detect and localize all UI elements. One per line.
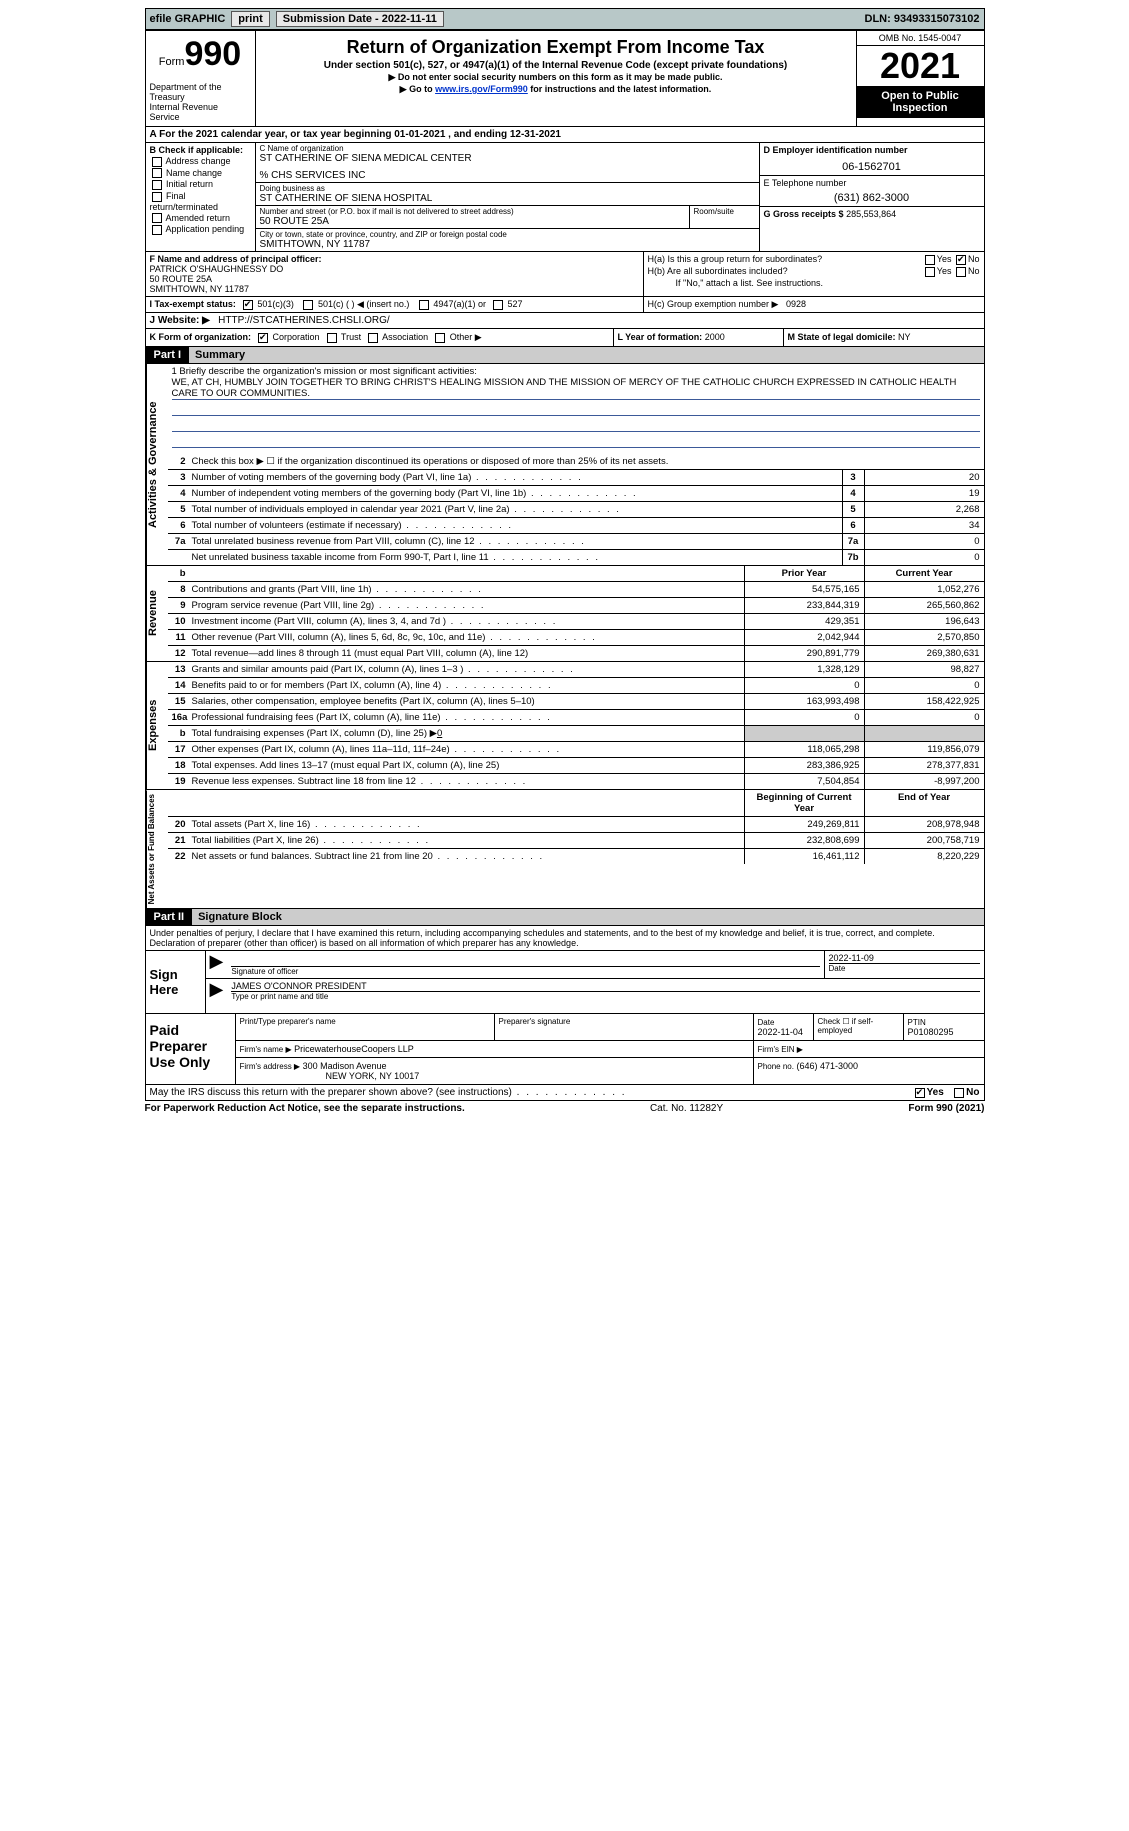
- line-15: 15Salaries, other compensation, employee…: [168, 694, 984, 710]
- omb-number: OMB No. 1545-0047: [857, 31, 984, 46]
- line-7a: 7aTotal unrelated business revenue from …: [168, 534, 984, 550]
- check-amended[interactable]: Amended return: [150, 213, 251, 224]
- form-header: Form990 Department of the Treasury Inter…: [145, 30, 985, 127]
- line-16b: bTotal fundraising expenses (Part IX, co…: [168, 726, 984, 742]
- signature-date: 2022-11-09 Date: [824, 951, 984, 978]
- part-ii-header: Part II Signature Block: [145, 909, 985, 926]
- signature-arrow-icon: ▶: [206, 951, 228, 978]
- gross-receipts-cell: G Gross receipts $ 285,553,864: [760, 207, 984, 221]
- line-21: 21Total liabilities (Part X, line 26)232…: [168, 833, 984, 849]
- check-address-change[interactable]: Address change: [150, 156, 251, 167]
- group-exemption: H(c) Group exemption number ▶ 0928: [644, 297, 984, 312]
- phone-cell: E Telephone number (631) 862-3000: [760, 176, 984, 207]
- preparer-line-1: Print/Type preparer's name Preparer's si…: [236, 1014, 984, 1041]
- line-4: 4Number of independent voting members of…: [168, 486, 984, 502]
- principal-officer: F Name and address of principal officer:…: [146, 252, 644, 296]
- preparer-line-3: Firm's address ▶ 300 Madison Avenue NEW …: [236, 1058, 984, 1084]
- group-return-block: H(a) Is this a group return for subordin…: [644, 252, 984, 296]
- top-bar: efile GRAPHIC print Submission Date - 20…: [145, 8, 985, 30]
- line-7b: Net unrelated business taxable income fr…: [168, 550, 984, 565]
- section-netassets-label: Net Assets or Fund Balances: [146, 790, 168, 908]
- line-6: 6Total number of volunteers (estimate if…: [168, 518, 984, 534]
- discuss-with-preparer: May the IRS discuss this return with the…: [145, 1085, 985, 1101]
- form-of-org: K Form of organization: Corporation Trus…: [146, 329, 614, 346]
- paid-preparer-label: Paid Preparer Use Only: [146, 1014, 236, 1084]
- print-button[interactable]: print: [231, 11, 269, 27]
- dept-label: Department of the Treasury Internal Reve…: [150, 82, 251, 122]
- line-22: 22Net assets or fund balances. Subtract …: [168, 849, 984, 864]
- mission-block: 1 Briefly describe the organization's mi…: [168, 364, 984, 454]
- check-application-pending[interactable]: Application pending: [150, 224, 251, 235]
- check-final-return[interactable]: Final return/terminated: [150, 191, 251, 212]
- tax-year: 2021: [857, 46, 984, 86]
- instructions-link[interactable]: www.irs.gov/Form990: [435, 84, 528, 94]
- ein-cell: D Employer identification number 06-1562…: [760, 143, 984, 176]
- section-revenue-label: Revenue: [146, 566, 168, 661]
- website-row: J Website: ▶ HTTP://STCATHERINES.CHSLI.O…: [145, 313, 985, 329]
- form-note1: ▶ Do not enter social security numbers o…: [264, 72, 848, 83]
- org-name-cell: C Name of organization ST CATHERINE OF S…: [256, 143, 759, 183]
- form-word: Form: [159, 56, 185, 68]
- line-13: 13Grants and similar amounts paid (Part …: [168, 662, 984, 678]
- line-9: 9Program service revenue (Part VIII, lin…: [168, 598, 984, 614]
- form-subtitle: Under section 501(c), 527, or 4947(a)(1)…: [264, 60, 848, 71]
- open-to-public: Open to Public Inspection: [857, 86, 984, 118]
- form-title: Return of Organization Exempt From Incom…: [264, 37, 848, 58]
- row-a-tax-year: A For the 2021 calendar year, or tax yea…: [145, 127, 985, 143]
- revenue-header-row: b Prior YearCurrent Year: [168, 566, 984, 582]
- line-2: 2Check this box ▶ ☐ if the organization …: [168, 454, 984, 470]
- form-note2: ▶ Go to www.irs.gov/Form990 for instruct…: [264, 84, 848, 95]
- page-footer: For Paperwork Reduction Act Notice, see …: [145, 1101, 985, 1116]
- line-17: 17Other expenses (Part IX, column (A), l…: [168, 742, 984, 758]
- line-3: 3Number of voting members of the governi…: [168, 470, 984, 486]
- netassets-header-row: Beginning of Current YearEnd of Year: [168, 790, 984, 817]
- dln-label: DLN: 93493315073102: [865, 13, 980, 25]
- section-activities-label: Activities & Governance: [146, 364, 168, 565]
- line-20: 20Total assets (Part X, line 16)249,269,…: [168, 817, 984, 833]
- efile-label: efile GRAPHIC: [150, 13, 226, 25]
- line-18: 18Total expenses. Add lines 13–17 (must …: [168, 758, 984, 774]
- line-19: 19Revenue less expenses. Subtract line 1…: [168, 774, 984, 789]
- line-8: 8Contributions and grants (Part VIII, li…: [168, 582, 984, 598]
- col-b-check-applicable: B Check if applicable: Address change Na…: [146, 143, 256, 251]
- signature-intro: Under penalties of perjury, I declare th…: [145, 926, 985, 951]
- section-expenses-label: Expenses: [146, 662, 168, 789]
- street-cell: Number and street (or P.O. box if mail i…: [256, 206, 759, 229]
- sign-here-label: Sign Here: [146, 951, 206, 1013]
- check-initial-return[interactable]: Initial return: [150, 179, 251, 190]
- year-formation: L Year of formation: 2000: [614, 329, 784, 346]
- line-11: 11Other revenue (Part VIII, column (A), …: [168, 630, 984, 646]
- dba-cell: Doing business as ST CATHERINE OF SIENA …: [256, 183, 759, 206]
- city-cell: City or town, state or province, country…: [256, 229, 759, 251]
- check-name-change[interactable]: Name change: [150, 168, 251, 179]
- line-14: 14Benefits paid to or for members (Part …: [168, 678, 984, 694]
- line-12: 12Total revenue—add lines 8 through 11 (…: [168, 646, 984, 661]
- preparer-line-2: Firm's name ▶ PricewaterhouseCoopers LLP…: [236, 1041, 984, 1058]
- line-10: 10Investment income (Part VIII, column (…: [168, 614, 984, 630]
- typename-arrow-icon: ▶: [206, 979, 228, 1003]
- officer-name-field: JAMES O'CONNOR PRESIDENT Type or print n…: [227, 979, 983, 1003]
- state-domicile: M State of legal domicile: NY: [784, 329, 984, 346]
- officer-signature-field[interactable]: Signature of officer: [227, 951, 823, 978]
- form-number: 990: [184, 35, 241, 73]
- part-i-header: Part I Summary: [145, 347, 985, 364]
- line-16a: 16aProfessional fundraising fees (Part I…: [168, 710, 984, 726]
- tax-exempt-status: I Tax-exempt status: 501(c)(3) 501(c) ( …: [146, 297, 644, 312]
- line-5: 5Total number of individuals employed in…: [168, 502, 984, 518]
- submission-date: Submission Date - 2022-11-11: [276, 11, 444, 27]
